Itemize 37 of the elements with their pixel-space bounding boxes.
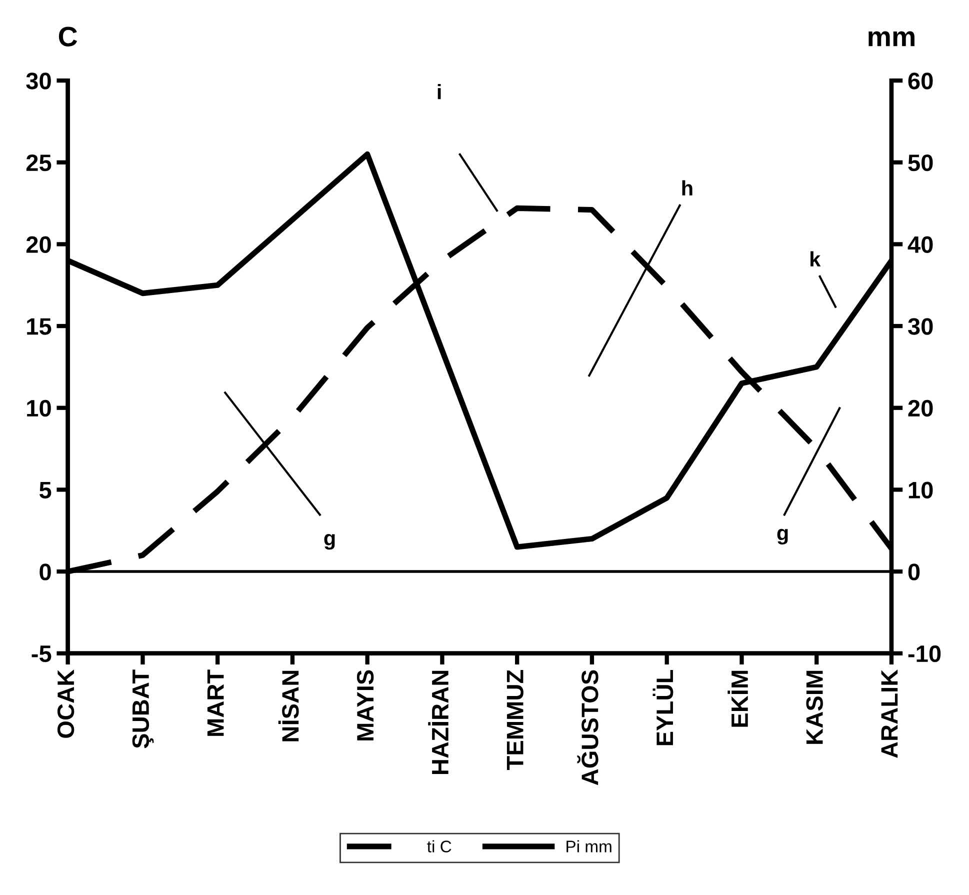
y-tick-label: 25 [26, 154, 52, 172]
y2-tick-label: 10 [908, 482, 933, 498]
x-tick-label: OCAK [57, 670, 74, 738]
y2-tick-label: 30 [908, 318, 933, 335]
y2-tick-label: 40 [908, 236, 933, 253]
y2-tick-label: 50 [908, 154, 933, 172]
y2-tick-label: 60 [908, 72, 933, 90]
y2-axis-title: mm [868, 31, 914, 46]
y-tick-label: 15 [27, 318, 52, 335]
y-tick-label: 20 [26, 236, 51, 253]
y-tick-label: 30 [26, 72, 51, 90]
x-tick-label: EYLÜL [652, 670, 674, 746]
annotation: g [777, 528, 788, 544]
y-tick-label: 0 [40, 564, 51, 580]
x-tick-label: ARALIK [881, 670, 898, 758]
x-tick-label: KASIM [806, 670, 823, 744]
x-tick-label: AĞUSTOS [577, 670, 598, 786]
x-tick-label: NİSAN [278, 670, 299, 742]
annotation: i [438, 84, 441, 100]
x-tick-label: TEMMUZ [506, 670, 524, 770]
y2-tick-label: -10 [908, 645, 941, 662]
x-tick-label: MAYIS [356, 670, 374, 740]
x-tick-label: ŞUBAT [132, 670, 154, 748]
annotation: g [324, 534, 335, 550]
y2-tick-label: 0 [908, 564, 920, 580]
x-tick-label: MART [207, 670, 224, 736]
legend-label: ti C [427, 840, 452, 852]
annotation: k [810, 251, 821, 266]
y-tick-label: -5 [32, 646, 52, 662]
y2-tick-label: 20 [908, 400, 933, 417]
y-axis-title: C [58, 26, 78, 46]
annotation: h [682, 180, 692, 196]
legend-label: Pi mm [566, 840, 612, 852]
x-tick-label: HAZİRAN [428, 670, 448, 774]
x-tick-label: EKİM [728, 670, 748, 727]
y-tick-label: 5 [39, 482, 52, 498]
y-tick-label: 10 [27, 400, 51, 417]
